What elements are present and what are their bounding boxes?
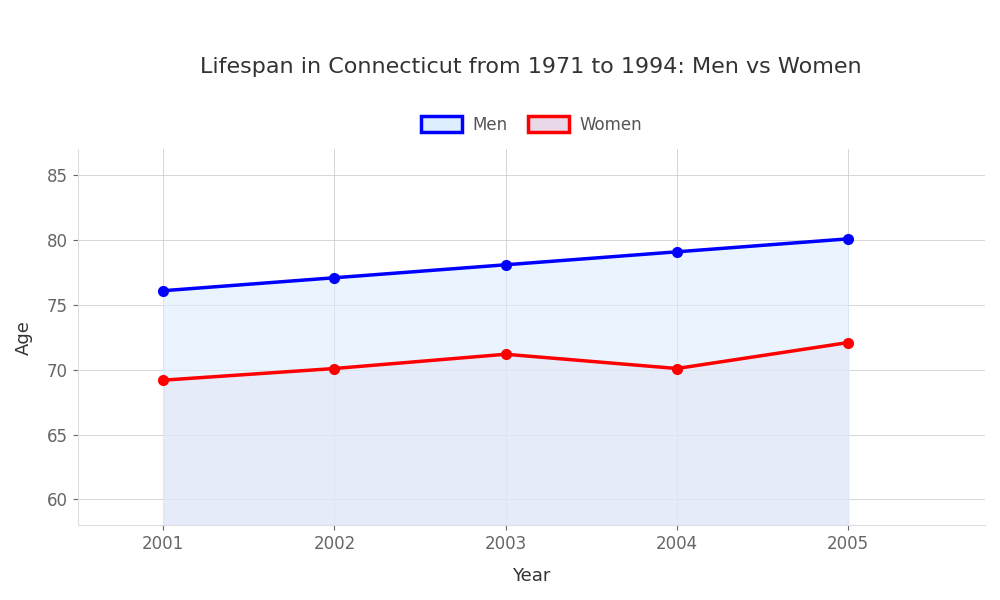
Legend: Men, Women: Men, Women xyxy=(414,109,649,140)
Y-axis label: Age: Age xyxy=(15,320,33,355)
Title: Lifespan in Connecticut from 1971 to 1994: Men vs Women: Lifespan in Connecticut from 1971 to 199… xyxy=(200,57,862,77)
X-axis label: Year: Year xyxy=(512,567,550,585)
